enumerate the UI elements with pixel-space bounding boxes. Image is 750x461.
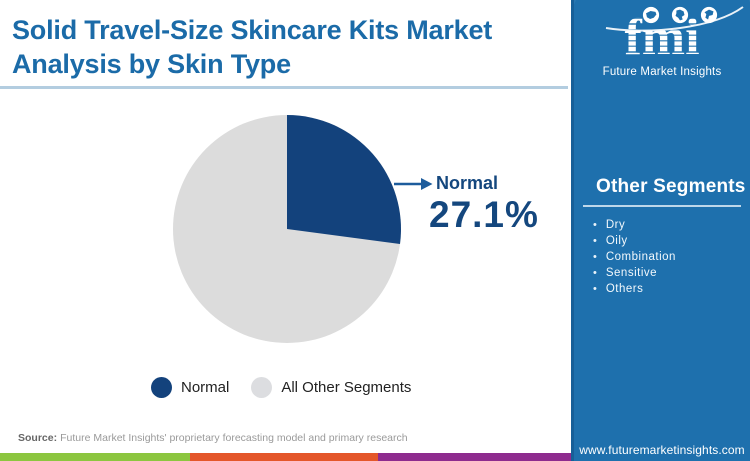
other-segments-heading: Other Segments bbox=[596, 176, 746, 197]
legend-item-others: All Other Segments bbox=[251, 377, 411, 398]
segment-item-others: • Others bbox=[593, 283, 644, 295]
page-title-line2: Analysis by Skin Type bbox=[12, 49, 291, 79]
logo-globe-row bbox=[642, 6, 718, 24]
source-note: Source: Future Market Insights' proprieta… bbox=[18, 432, 408, 444]
other-segments-list: • Dry • Oily • Combination • Sensitive •… bbox=[574, 217, 750, 297]
segment-item-dry: • Dry bbox=[593, 219, 626, 231]
footer-strip bbox=[0, 453, 571, 461]
title-divider bbox=[0, 86, 568, 89]
asia-map-icon bbox=[671, 6, 689, 24]
legend-label: All Other Segments bbox=[281, 379, 412, 396]
other-segments-panel: Other Segments • Dry • Oily • Combinatio… bbox=[574, 176, 750, 297]
bullet-icon: • bbox=[593, 219, 597, 231]
pie-chart bbox=[173, 115, 433, 343]
logo-swoosh-icon bbox=[605, 6, 744, 32]
callout-label: Normal bbox=[436, 173, 499, 193]
fmi-logo-tagline: Future Market Insights bbox=[602, 66, 722, 78]
other-segments-divider bbox=[583, 205, 741, 207]
page-title-line1: Solid Travel-Size Skincare Kits Market bbox=[12, 15, 493, 45]
bullet-icon: • bbox=[593, 267, 597, 279]
website-url: www.futuremarketinsights.com bbox=[579, 443, 745, 457]
main-content: Solid Travel-Size Skincare Kits Market A… bbox=[0, 13, 568, 444]
segment-item-sensitive: • Sensitive bbox=[593, 267, 658, 279]
bullet-icon: • bbox=[593, 235, 597, 247]
bullet-icon: • bbox=[593, 251, 597, 263]
legend-dot-others-icon bbox=[251, 377, 273, 398]
legend-dot-normal-icon bbox=[151, 377, 172, 398]
footer-strip-green bbox=[0, 453, 190, 461]
legend-label: Normal bbox=[181, 379, 230, 396]
americas-map-icon bbox=[642, 6, 660, 24]
callout-arrow bbox=[394, 178, 433, 190]
globe-icon bbox=[700, 6, 718, 24]
fmi-logo: fmi Future Market Insights bbox=[574, 0, 750, 90]
legend-item-normal: Normal bbox=[151, 377, 229, 398]
chart-legend: Normal All Other Segments bbox=[151, 377, 411, 398]
page-title: Solid Travel-Size Skincare Kits Market A… bbox=[12, 13, 568, 81]
source-label: Source: bbox=[18, 432, 58, 444]
callout-value: 27.1% bbox=[429, 194, 539, 235]
footer-strip-orange bbox=[190, 453, 378, 461]
source-text: Future Market Insights' proprietary fore… bbox=[60, 432, 408, 444]
segment-item-oily: • Oily bbox=[593, 235, 628, 247]
bullet-icon: • bbox=[593, 283, 597, 295]
footer-strip-purple bbox=[378, 453, 571, 461]
sidebar: fmi Future Market Insights bbox=[571, 0, 750, 461]
segment-item-combination: • Combination bbox=[593, 251, 676, 263]
pie-slice-normal bbox=[287, 115, 401, 244]
